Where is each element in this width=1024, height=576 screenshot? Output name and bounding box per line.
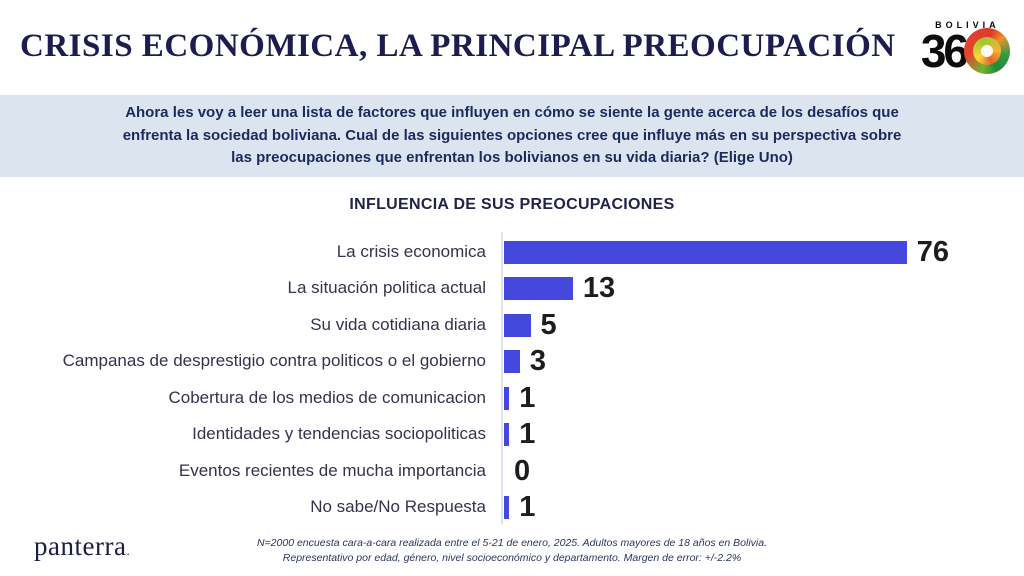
chart-axis-line xyxy=(501,232,503,524)
bar-row: No sabe/No Respuesta 1 xyxy=(0,490,1024,527)
bar-track: 13 xyxy=(504,274,615,303)
panterra-logo-text: panterra xyxy=(34,531,127,561)
bar-fill xyxy=(504,313,531,337)
bar-category-label: Su vida cotidiana diaria xyxy=(310,314,486,334)
bolivia-360-globe-icon xyxy=(964,28,1010,74)
methodology-note-line2: Representativo por edad, género, nivel s… xyxy=(282,552,742,565)
methodology-note-line1: N=2000 encuesta cara-a-cara realizada en… xyxy=(256,536,768,549)
logo-36-text: 36 xyxy=(920,25,969,77)
header: CRISIS ECONÓMICA, LA PRINCIPAL PREOCUPAC… xyxy=(0,0,1024,92)
bar-track: 3 xyxy=(504,347,546,376)
bar-category-label: La situación politica actual xyxy=(287,278,486,298)
bar-value-label: 1 xyxy=(519,381,536,414)
bar-track: 0 xyxy=(504,454,531,487)
bar-fill xyxy=(504,240,907,264)
bar-value-label: 5 xyxy=(540,308,557,341)
bar-fill xyxy=(504,277,573,301)
bolivia-360-logo: BOLIVIA 36 xyxy=(921,20,1010,74)
panterra-logo: panterra. xyxy=(34,533,130,560)
bar-category-label: Campanas de desprestigio contra politico… xyxy=(62,351,486,371)
bar-chart: La crisis economica 76 La situación politi… xyxy=(0,232,1024,526)
chart-title: INFLUENCIA DE SUS PREOCUPACIONES xyxy=(349,196,675,213)
panterra-logo-mark: . xyxy=(126,543,131,558)
bar-fill xyxy=(504,496,510,520)
bar-category-label: Identidades y tendencias sociopoliticas xyxy=(192,424,486,444)
bar-row: Su vida cotidiana diaria 5 xyxy=(0,307,1024,344)
bar-track: 76 xyxy=(504,235,950,268)
bar-row: Eventos recientes de mucha importancia 0 xyxy=(0,453,1024,490)
bar-category-label: La crisis economica xyxy=(336,241,486,261)
bar-value-label: 3 xyxy=(529,345,547,378)
bar-fill xyxy=(504,350,520,374)
bar-chart-rows: La crisis economica 76 La situación politi… xyxy=(0,234,1024,526)
bar-category-label: No sabe/No Respuesta xyxy=(310,497,486,517)
page-title: CRISIS ECONÓMICA, LA PRINCIPAL PREOCUPAC… xyxy=(20,27,896,64)
bar-row: Identidades y tendencias sociopoliticas 1 xyxy=(0,417,1024,454)
bar-value-label: 13 xyxy=(582,272,616,305)
bar-value-label: 1 xyxy=(519,418,536,451)
bar-fill xyxy=(504,423,510,447)
bar-track: 1 xyxy=(504,420,535,449)
bar-category-label: Cobertura de los medios de comunicacion xyxy=(168,387,486,407)
bar-value-label: 1 xyxy=(519,491,536,524)
bar-track: 1 xyxy=(504,381,536,414)
bar-track: 1 xyxy=(504,493,535,522)
bar-row: La situación politica actual 13 xyxy=(0,271,1024,308)
bar-row: La crisis economica 76 xyxy=(0,234,1024,271)
bar-fill xyxy=(504,386,510,410)
survey-question-text: Ahora les voy a leer una lista de factor… xyxy=(122,104,902,167)
bar-row: Campanas de desprestigio contra politico… xyxy=(0,344,1024,381)
question-banner: Ahora les voy a leer una lista de factor… xyxy=(0,95,1024,177)
bar-row: Cobertura de los medios de comunicacion 1 xyxy=(0,380,1024,417)
bar-track: 5 xyxy=(504,308,557,341)
methodology-note: N=2000 encuesta cara-a-cara realizada en… xyxy=(0,536,1024,568)
logo-bolivia-text: BOLIVIA xyxy=(935,20,1000,30)
logo-360: 36 xyxy=(921,28,1010,74)
bar-value-label: 0 xyxy=(514,454,531,487)
bar-value-label: 76 xyxy=(916,235,950,268)
bar-category-label: Eventos recientes de mucha importancia xyxy=(178,460,486,480)
